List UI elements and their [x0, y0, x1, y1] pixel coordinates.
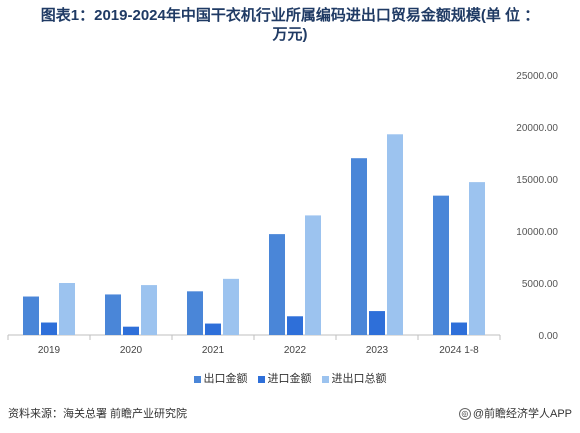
- bar-export: [105, 294, 121, 335]
- bar-total: [223, 278, 239, 335]
- legend-item: 进出口总额: [321, 370, 387, 386]
- bar-total: [141, 285, 157, 335]
- legend-swatch: [321, 375, 329, 383]
- bar-export: [23, 296, 39, 335]
- x-tick-label: 2021: [202, 345, 225, 356]
- legend-label: 进出口总额: [331, 373, 387, 385]
- chart-title: 图表1：2019-2024年中国干衣机行业所属编码进出口贸易金额规模(单 位 ：…: [0, 6, 580, 44]
- legend-swatch: [257, 375, 265, 383]
- brand-logo-icon: ◎: [458, 408, 471, 421]
- x-tick-label: 2023: [366, 345, 389, 356]
- chart-title-line1: 图表1：2019-2024年中国干衣机行业所属编码进出口贸易金额规模(单 位 ：: [40, 7, 540, 24]
- chart-title-line2: 万元): [272, 26, 308, 43]
- bar-export: [187, 291, 203, 335]
- x-tick-label: 2020: [120, 345, 143, 356]
- source-note: 资料来源：海关总署 前瞻产业研究院: [8, 408, 188, 420]
- chart-legend: 出口金额 进口金额 进出口总额: [0, 370, 580, 386]
- legend-swatch: [193, 375, 201, 383]
- x-tick-label: 2019: [38, 345, 61, 356]
- bar-import: [451, 322, 467, 335]
- brand-credit: ◎ @前瞻经济学人APP: [458, 405, 572, 421]
- legend-label: 进口金额: [267, 373, 312, 385]
- legend-item: 出口金额: [193, 370, 248, 386]
- bar-import: [41, 322, 57, 335]
- legend-label: 出口金额: [203, 373, 248, 385]
- legend-item: 进口金额: [257, 370, 312, 386]
- x-tick-label: 2024 1-8: [439, 345, 479, 356]
- y-tick-label: 5000.00: [522, 279, 559, 290]
- y-tick-label: 25000.00: [516, 71, 558, 82]
- y-tick-label: 15000.00: [516, 175, 558, 186]
- brand-text: @前瞻经济学人APP: [472, 408, 572, 420]
- bar-import: [369, 311, 385, 335]
- bar-import: [123, 326, 139, 335]
- y-tick-label: 10000.00: [516, 227, 558, 238]
- bar-total: [387, 134, 403, 335]
- bar-total: [305, 215, 321, 335]
- bar-total: [469, 182, 485, 335]
- y-tick-label: 0.00: [539, 331, 559, 342]
- bar-export: [433, 195, 449, 335]
- bar-import: [287, 316, 303, 335]
- bar-import: [205, 323, 221, 335]
- bar-export: [269, 234, 285, 335]
- x-tick-label: 2022: [284, 345, 307, 356]
- bar-total: [59, 283, 75, 335]
- y-tick-label: 20000.00: [516, 123, 558, 134]
- bar-export: [351, 158, 367, 335]
